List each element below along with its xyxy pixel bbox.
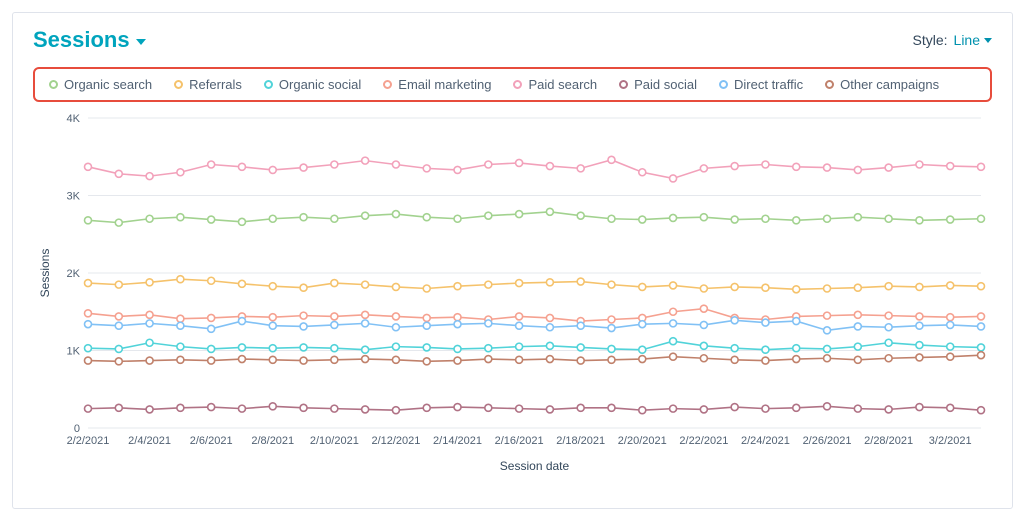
legend-swatch-icon — [513, 80, 522, 89]
sessions-line-chart: 0 1K 2K 3K 4K Sessions 2/2/2021 2/4/2021 2/6/202… — [33, 108, 993, 488]
legend-item-organic-search[interactable]: Organic search — [49, 77, 152, 92]
svg-text:2/10/2021: 2/10/2021 — [310, 435, 359, 447]
svg-text:Session date: Session date — [500, 459, 570, 473]
svg-text:Sessions: Sessions — [38, 249, 52, 298]
svg-text:4K: 4K — [67, 113, 81, 125]
legend-swatch-icon — [174, 80, 183, 89]
legend-label: Organic social — [279, 77, 361, 92]
legend-swatch-icon — [719, 80, 728, 89]
style-value: Line — [954, 32, 980, 48]
chart-legend-highlighted: Organic search Referrals Organic social Ema… — [33, 67, 992, 102]
svg-text:2/22/2021: 2/22/2021 — [679, 435, 728, 447]
sessions-chart-card: Sessions Style: Line Organic search Refer… — [12, 12, 1013, 509]
chart-title-dropdown[interactable]: Sessions — [33, 27, 146, 53]
legend-label: Referrals — [189, 77, 242, 92]
legend-label: Other campaigns — [840, 77, 939, 92]
svg-text:2/18/2021: 2/18/2021 — [556, 435, 605, 447]
svg-text:2/14/2021: 2/14/2021 — [433, 435, 482, 447]
chart-style-picker: Style: Line — [913, 32, 992, 48]
legend-item-referrals[interactable]: Referrals — [174, 77, 242, 92]
svg-text:3K: 3K — [67, 191, 81, 203]
svg-text:2K: 2K — [67, 268, 81, 280]
svg-text:2/8/2021: 2/8/2021 — [251, 435, 294, 447]
svg-text:2/4/2021: 2/4/2021 — [128, 435, 171, 447]
svg-text:2/24/2021: 2/24/2021 — [741, 435, 790, 447]
svg-text:3/2/2021: 3/2/2021 — [929, 435, 972, 447]
svg-text:2/2/2021: 2/2/2021 — [67, 435, 110, 447]
legend-item-email-marketing[interactable]: Email marketing — [383, 77, 491, 92]
chart-title-text: Sessions — [33, 27, 130, 53]
legend-label: Paid social — [634, 77, 697, 92]
legend-swatch-icon — [619, 80, 628, 89]
svg-text:2/20/2021: 2/20/2021 — [618, 435, 667, 447]
legend-swatch-icon — [383, 80, 392, 89]
svg-text:2/6/2021: 2/6/2021 — [190, 435, 233, 447]
legend-item-paid-social[interactable]: Paid social — [619, 77, 697, 92]
svg-text:1K: 1K — [67, 346, 81, 358]
chart-header: Sessions Style: Line — [33, 27, 992, 53]
legend-item-direct-traffic[interactable]: Direct traffic — [719, 77, 803, 92]
caret-down-icon — [984, 38, 992, 43]
legend-item-other-campaigns[interactable]: Other campaigns — [825, 77, 939, 92]
chart-area: 0 1K 2K 3K 4K Sessions 2/2/2021 2/4/2021 2/6/202… — [33, 108, 993, 488]
svg-text:0: 0 — [74, 423, 80, 435]
svg-text:2/26/2021: 2/26/2021 — [803, 435, 852, 447]
legend-label: Organic search — [64, 77, 152, 92]
svg-text:2/16/2021: 2/16/2021 — [495, 435, 544, 447]
legend-swatch-icon — [264, 80, 273, 89]
legend-item-paid-search[interactable]: Paid search — [513, 77, 597, 92]
legend-swatch-icon — [49, 80, 58, 89]
chart-style-dropdown[interactable]: Line — [954, 32, 992, 48]
legend-label: Direct traffic — [734, 77, 803, 92]
svg-text:2/28/2021: 2/28/2021 — [864, 435, 913, 447]
caret-down-icon — [136, 39, 146, 45]
style-label: Style: — [913, 32, 948, 48]
legend-item-organic-social[interactable]: Organic social — [264, 77, 361, 92]
legend-swatch-icon — [825, 80, 834, 89]
svg-text:2/12/2021: 2/12/2021 — [371, 435, 420, 447]
legend-label: Email marketing — [398, 77, 491, 92]
legend-label: Paid search — [528, 77, 597, 92]
